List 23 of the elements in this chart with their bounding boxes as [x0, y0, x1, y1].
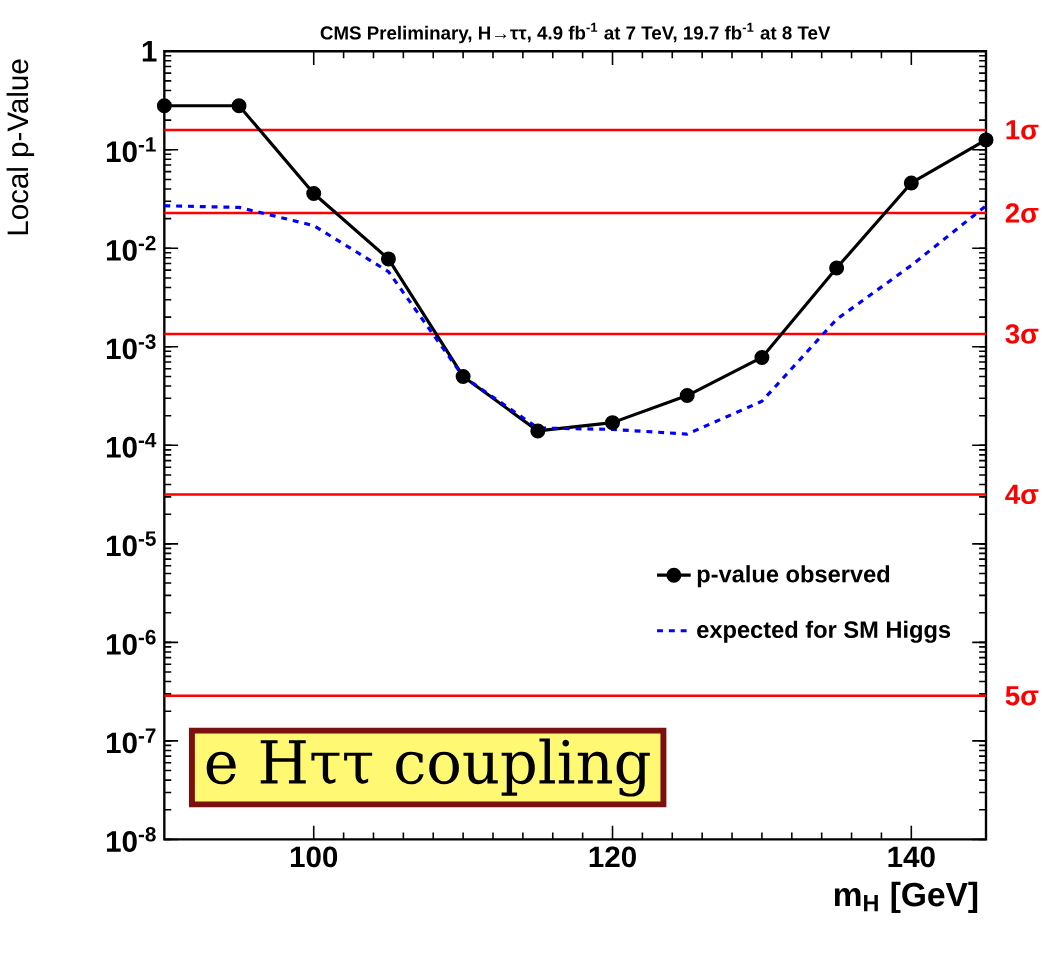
y-tick-label: 10$^{-6}$: [106, 630, 156, 656]
legend-label: expected for SM Higgs: [697, 620, 951, 644]
x-tick-label: 100: [290, 846, 338, 868]
chart-title: CMS Preliminary, H→ττ, 4.9 fb$^{-1}$ at 7 TeV, 19.7 fb$^{-1}$ at 8 TeV: [320, 23, 831, 44]
annotation: e Hττ coupling: [206, 738, 650, 797]
x-tick-label: 140: [888, 846, 935, 868]
y-tick-label: 10$^{-1}$: [106, 137, 156, 163]
y-axis-title: Local p-Value: [6, 59, 35, 235]
y-tick-label: 10$^{-2}$: [106, 235, 156, 261]
y-tick-label: 10$^{-7}$: [106, 728, 156, 754]
y-tick-label: 10$^{-4}$: [106, 433, 157, 458]
ref-line-label: 2σ: [1005, 203, 1039, 223]
ref-line-label: 5σ: [1005, 686, 1039, 706]
y-tick-label: 10$^{-3}$: [106, 334, 156, 360]
ref-line-label: 4σ: [1005, 485, 1039, 505]
y-tick-label: 1: [142, 41, 157, 62]
y-tick-label: 10$^{-5}$: [106, 531, 156, 557]
y-tick-label: 10$^{-8}$: [106, 827, 156, 853]
legend-label: p-value observed: [697, 565, 890, 588]
ref-line-label: 1σ: [1006, 120, 1039, 140]
x-axis-title: m$_{H}$ [GeV]: [834, 882, 978, 914]
ref-line-label: 3σ: [1005, 324, 1039, 344]
x-tick-label: 120: [589, 846, 636, 868]
